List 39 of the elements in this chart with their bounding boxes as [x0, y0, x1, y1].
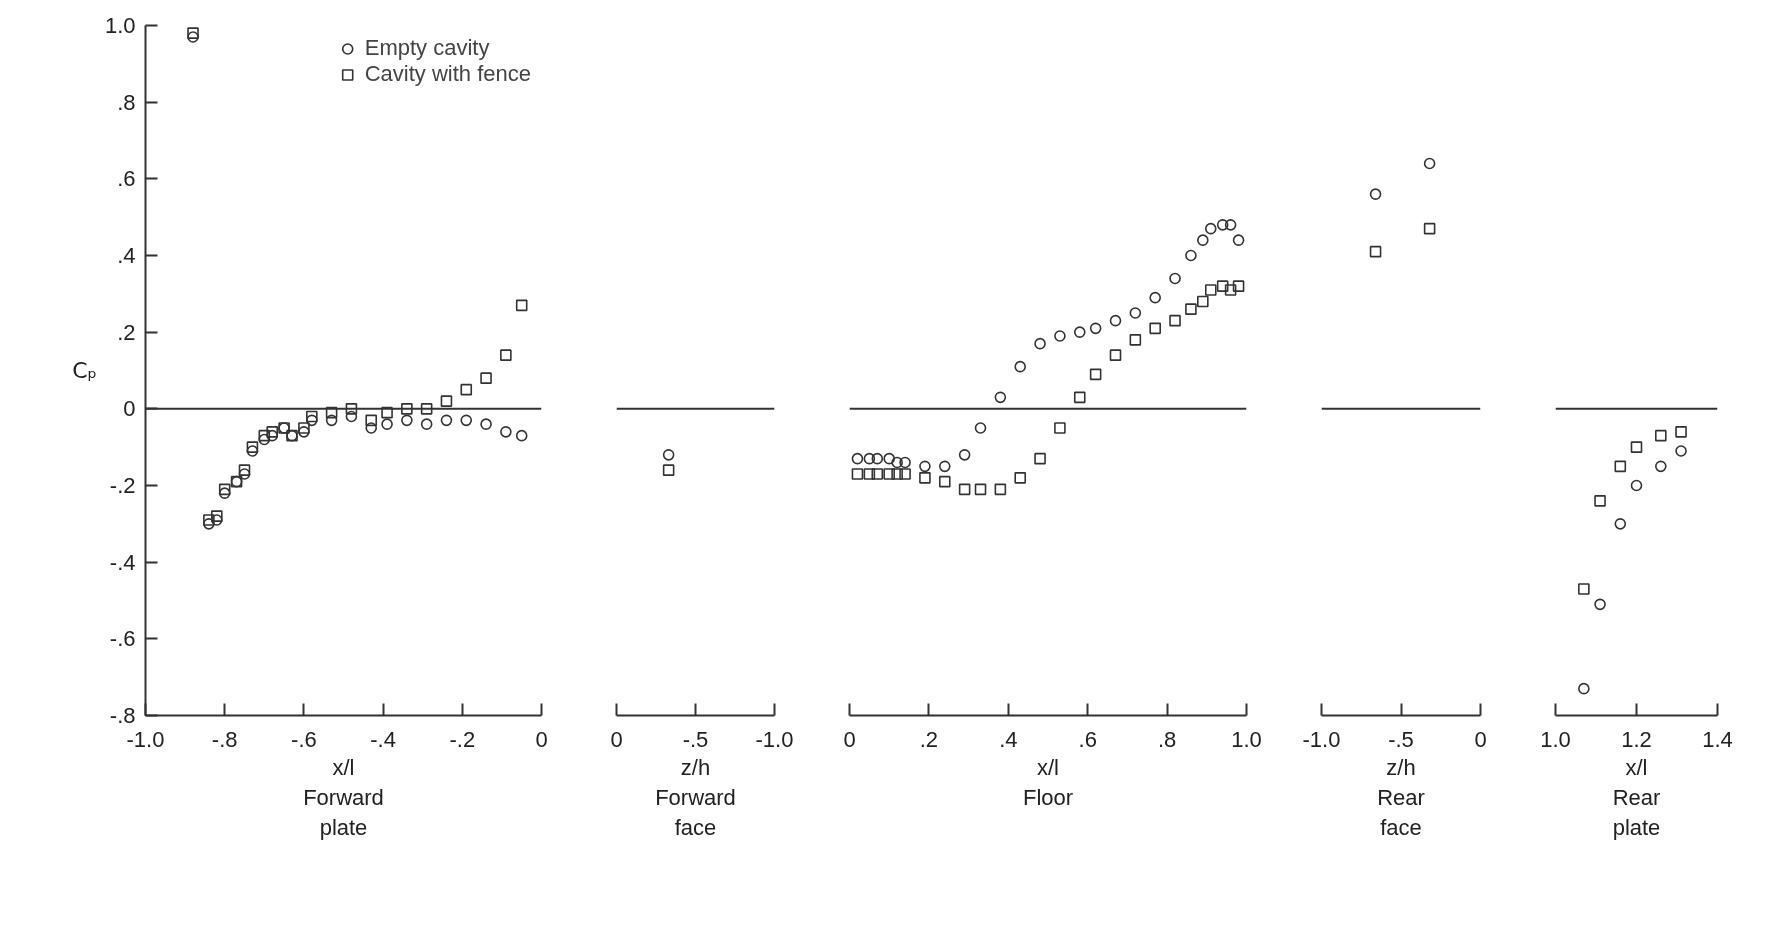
x-tick-label: 1.0: [1231, 726, 1262, 752]
legend-label: Cavity with fence: [364, 61, 531, 87]
x-tick-label: -.6: [291, 726, 317, 752]
x-tick-label: .2: [919, 726, 939, 752]
x-tick-label: 1.2: [1621, 726, 1652, 752]
y-tick-label: .8: [117, 89, 136, 115]
y-tick-label: 1.0: [104, 13, 136, 38]
x-tick-label: 0: [535, 726, 548, 752]
x-tick-label: -.8: [211, 726, 238, 752]
x-axis-title: z/h Rear face: [1377, 754, 1425, 840]
x-tick-label: -.5: [682, 726, 709, 752]
x-axis-title: x/l Forward plate: [303, 754, 384, 840]
x-tick-label: -1.0: [1302, 726, 1341, 752]
y-tick-label: -.8: [109, 703, 136, 728]
x-axis-title: z/h Forward face: [655, 754, 736, 840]
x-tick-label: -1.0: [755, 726, 794, 752]
x-tick-label: -.4: [370, 726, 396, 752]
x-axis-title: x/l Rear plate: [1612, 754, 1661, 840]
y-tick-label: -.4: [109, 549, 136, 575]
x-tick-label: -.5: [1388, 726, 1414, 752]
x-tick-label: .4: [999, 726, 1018, 752]
x-tick-label: 0: [610, 726, 623, 752]
x-tick-label: 1.4: [1702, 726, 1733, 752]
x-tick-label: 1.0: [1540, 726, 1571, 752]
legend-label: Empty cavity: [364, 35, 490, 61]
y-axis-title: Cₚ: [72, 358, 97, 383]
x-tick-label: -1.0: [126, 726, 165, 752]
x-tick-label: .8: [1157, 726, 1177, 752]
y-tick-label: .2: [117, 319, 136, 345]
x-tick-label: 0: [843, 726, 856, 752]
x-tick-label: 0: [1474, 726, 1487, 752]
y-tick-label: -.2: [109, 473, 136, 498]
y-tick-label: .6: [117, 166, 136, 192]
x-axis-title: x/l Floor: [1022, 754, 1074, 810]
x-tick-label: .6: [1078, 726, 1097, 752]
y-tick-label: -.6: [109, 626, 136, 652]
y-tick-label: 0: [123, 396, 136, 422]
y-tick-label: .4: [117, 243, 136, 268]
x-tick-label: -.2: [449, 726, 476, 752]
